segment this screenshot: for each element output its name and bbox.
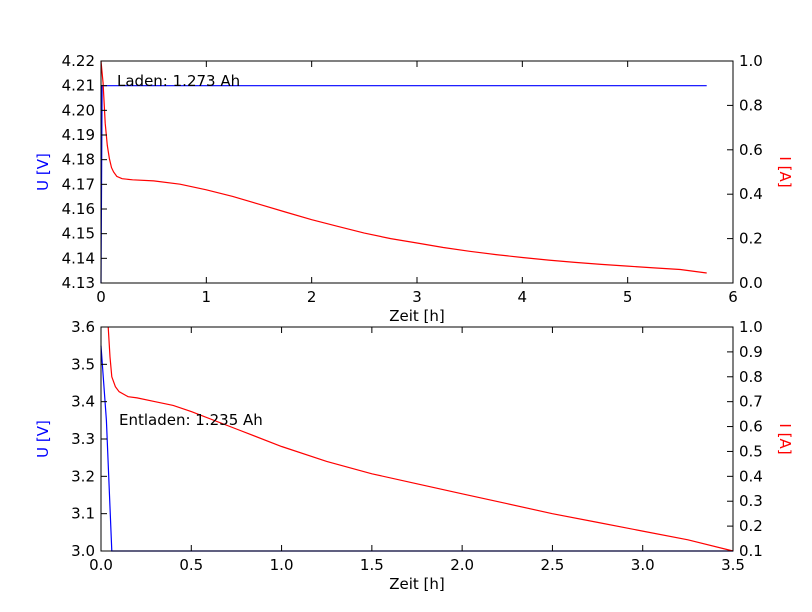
- x-tick-label: 2: [307, 288, 317, 306]
- charge-panel: 0 1 2 3 4 5 6 4.13 4.14 4.15 4.16 4.17 4.18 4.19 4.20 4…: [34, 52, 794, 325]
- x-tick-label: 3.0: [631, 556, 655, 574]
- y-right-tick-label: 0.2: [739, 517, 763, 535]
- x-tick-label: 4: [518, 288, 528, 306]
- axes-frame: [100, 326, 734, 552]
- y-left-tick-label: 4.13: [62, 274, 95, 292]
- y-right-tick-label: 0.9: [739, 343, 763, 361]
- y-right-tick-label: 1.0: [739, 318, 763, 336]
- y-left-tick-label: 3.1: [71, 505, 95, 523]
- y-left-tick-label: 4.22: [62, 52, 95, 70]
- y-left-tick-label: 4.14: [62, 249, 95, 267]
- x-tick-label: 0.5: [179, 556, 203, 574]
- capacity-annotation: Laden: 1.273 Ah: [117, 72, 240, 90]
- current-series-line: [107, 326, 734, 552]
- x-tick-label: 6: [728, 288, 738, 306]
- voltage-series-line: [100, 85, 707, 284]
- y-right-tick-label: 0.4: [739, 467, 763, 485]
- y-right-tick-label: 0.7: [739, 393, 763, 411]
- y-left-tick-label: 4.19: [62, 126, 95, 144]
- y-left-tick-label: 3.5: [71, 355, 95, 373]
- voltage-series-line: [100, 345, 733, 552]
- y-left-tick-label: 4.15: [62, 225, 95, 243]
- x-tick-label: 1.5: [360, 556, 384, 574]
- current-series-line: [100, 60, 707, 274]
- x-tick-label: 2.0: [450, 556, 474, 574]
- y-left-tick-label: 4.17: [62, 175, 95, 193]
- y-right-tick-label: 0.2: [739, 230, 763, 248]
- y-right-tick-label: 0.6: [739, 141, 763, 159]
- x-tick-label: 1: [202, 288, 212, 306]
- y-left-tick-label: 4.20: [62, 101, 95, 119]
- x-axis-label: Zeit [h]: [389, 307, 445, 325]
- capacity-annotation: Entladen: 1.235 Ah: [119, 411, 263, 429]
- x-tick-label: 5: [623, 288, 633, 306]
- axes-frame: [100, 60, 734, 284]
- y-left-tick-label: 3.6: [71, 318, 95, 336]
- y-right-tick-label: 0.4: [739, 185, 763, 203]
- x-tick-label: 1.0: [270, 556, 294, 574]
- x-tick-label: 0: [96, 288, 106, 306]
- y-right-tick-label: 0.0: [739, 274, 763, 292]
- y-left-tick-label: 4.16: [62, 200, 95, 218]
- y-left-tick-label: 4.21: [62, 77, 95, 95]
- y-left-tick-label: 3.0: [71, 542, 95, 560]
- x-tick-label: 2.5: [540, 556, 564, 574]
- y-left-tick-label: 3.3: [71, 430, 95, 448]
- y-left-axis-label: U [V]: [34, 153, 52, 191]
- y-left-tick-label: 3.2: [71, 467, 95, 485]
- x-tick-label: 0.0: [89, 556, 113, 574]
- y-right-tick-label: 0.6: [739, 418, 763, 436]
- y-left-axis-label: U [V]: [34, 420, 52, 458]
- x-tick-label: 3: [412, 288, 422, 306]
- discharge-panel: 0.0 0.5 1.0 1.5 2.0 2.5 3.0 3.5 3.0 3.1 3.2 3.3 3.4 3…: [34, 318, 794, 593]
- y-right-tick-label: 0.5: [739, 442, 763, 460]
- y-left-tick-label: 3.4: [71, 393, 95, 411]
- y-right-tick-label: 1.0: [739, 52, 763, 70]
- y-right-tick-label: 0.1: [739, 542, 763, 560]
- y-right-tick-label: 0.8: [739, 368, 763, 386]
- y-right-axis-label: I [A]: [776, 423, 794, 454]
- y-right-tick-label: 0.8: [739, 96, 763, 114]
- y-left-tick-label: 4.18: [62, 151, 95, 169]
- y-right-tick-label: 0.3: [739, 492, 763, 510]
- x-tick-label: 3.5: [721, 556, 745, 574]
- y-right-axis-label: I [A]: [776, 156, 794, 187]
- x-axis-label: Zeit [h]: [389, 575, 445, 593]
